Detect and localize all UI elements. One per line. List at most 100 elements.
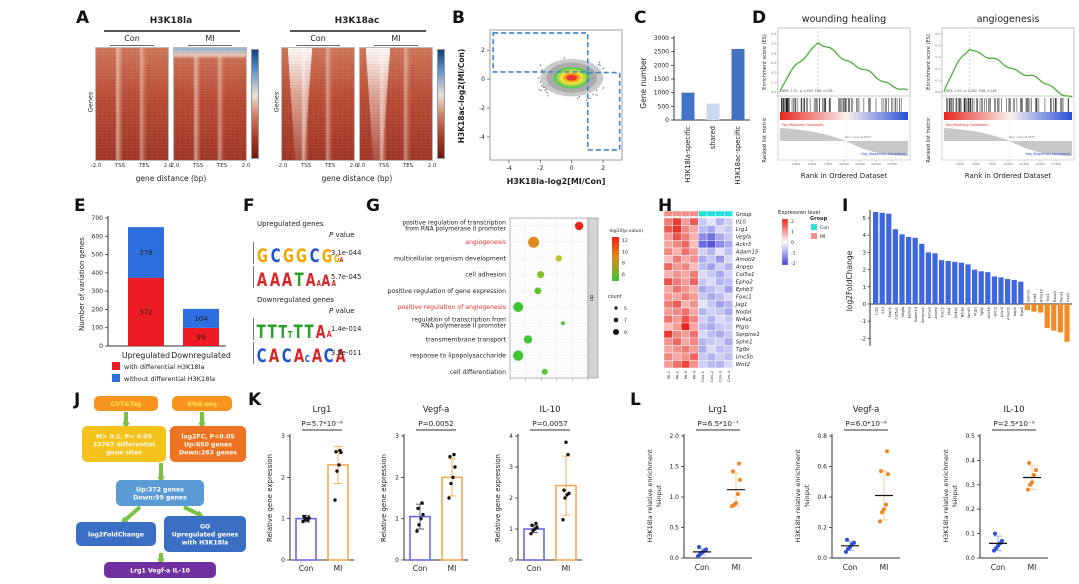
heatmap-cell (672, 322, 682, 331)
gene-tick-label: Serpine1 (921, 307, 925, 323)
heatmap-cell (663, 285, 673, 294)
go-dot (528, 236, 540, 248)
gene-tick-label: Ackr3 (1000, 307, 1004, 317)
title-underline (290, 30, 426, 32)
heatmap-cell (698, 307, 708, 316)
heatmap-cell (706, 337, 716, 346)
heatmap-cell (672, 330, 682, 339)
heatmap-cell (663, 330, 673, 339)
legend-color-tick: 6 (622, 272, 625, 278)
flow-box-label: gene sites (106, 449, 142, 456)
bar-without-differential (128, 227, 164, 278)
es-axis-label: Enrichment score (ES) (762, 34, 768, 90)
gene-tick-label: Jag1 (947, 307, 951, 316)
go-term-label: transmembrane transport (426, 336, 507, 343)
legend-expression-title: Expression level (778, 210, 820, 216)
mi-dot (880, 510, 884, 515)
heatmap-cell (681, 225, 691, 234)
x-category-label: Con (527, 564, 542, 573)
legend-label: with differential H3K18la (124, 363, 204, 371)
x-tick: TSS (378, 163, 390, 169)
fc-bar (1038, 304, 1044, 313)
legend-color-tick: 10 (622, 249, 628, 255)
gene-label: Nr4a1 (736, 317, 752, 323)
panel-letter-j: J (74, 390, 81, 410)
ranked-metric-area (1010, 141, 1072, 156)
fc-bar (879, 212, 885, 304)
expression-tick: -1 (791, 251, 796, 257)
con-dot (697, 545, 701, 550)
motif-letter: T (287, 329, 293, 341)
x-tick: TES (402, 163, 414, 169)
fc-bar (886, 213, 892, 304)
heatmap-cell (715, 232, 725, 241)
y-axis-label-2: %input (951, 484, 959, 507)
y-tick-label: 2.0 (669, 433, 679, 440)
heatmap-cell (672, 307, 682, 316)
data-point (596, 94, 598, 96)
gene-tick-label: Rgs5 (1020, 307, 1024, 316)
column-label: MI-1 (666, 370, 671, 379)
heatmap-cell (706, 307, 716, 316)
data-point (595, 89, 598, 91)
y-tick-label: 2 (863, 268, 867, 274)
rank-tick-label: 7,500 (988, 162, 996, 166)
heatmap-cell (663, 247, 673, 256)
heatmap-cell (663, 360, 673, 369)
data-dot (451, 475, 455, 480)
fc-bar (932, 253, 938, 304)
heatmap-cell (723, 292, 733, 301)
heatmap-cell (715, 240, 725, 249)
heatmap-cell (663, 217, 673, 226)
heatmap-cell (672, 292, 682, 301)
motif-letter: C (256, 344, 267, 367)
data-dot (333, 498, 337, 502)
data-point (578, 95, 581, 98)
heatmap-cell (723, 345, 733, 354)
motif-pvalue: 1.4e-014 (331, 325, 362, 333)
gsea-stats: NES: 1.91, p: 0.002, FDR: 0.036 (782, 89, 833, 93)
heatmap-cell (681, 360, 691, 369)
heatmap-cell (715, 315, 725, 324)
gsea-plots: wounding healing 0.0 0.1 0.2 0.3 0.4 0.5 0.6 NES… (762, 14, 1075, 180)
gene-label: Lrg1 (736, 227, 748, 233)
motif-letter: G (282, 244, 294, 267)
y-tick-label: 0.6 (817, 464, 827, 471)
legend-count-label: 7 (624, 318, 627, 324)
column-label: MI-3 (683, 370, 688, 379)
heatmap-cell (681, 307, 691, 316)
heatmap-cell (715, 337, 725, 346)
gene-tick-label: Unc5b (987, 306, 991, 318)
legend-color-title: -log10(p-value) (608, 228, 643, 234)
es-tick-label: 0.4 (935, 44, 940, 48)
gene-label: Sphk1 (736, 339, 753, 345)
category-label: H3K18la-specific (684, 126, 692, 183)
x-category-label: MI (334, 564, 343, 573)
fc-bar (873, 211, 879, 304)
x-category-label: Con (413, 564, 428, 573)
x-tick: TES (138, 163, 150, 169)
motif-section-title: Downregulated genes (257, 296, 334, 304)
column-label: Con (124, 34, 140, 43)
fc-bar (965, 264, 971, 304)
heatmap-cell (723, 255, 733, 264)
go-term-label: positive regulation of transcription (402, 220, 506, 227)
gene-label: Nodal (736, 309, 752, 315)
x-axis-label: H3K18la-log2[MI/Con] (507, 177, 606, 186)
data-dot (534, 521, 538, 526)
go-dot (513, 302, 524, 312)
heatmap-cell (706, 255, 716, 264)
gene-tick-label: Col5a1 (894, 307, 898, 319)
heatmap-cell (689, 307, 699, 316)
x-tick: TES (216, 163, 228, 169)
expression-tick: -2 (791, 261, 796, 267)
panel-letter-h: H (658, 196, 673, 216)
legend-swatch (112, 374, 120, 382)
data-point (541, 85, 543, 87)
p-value: P=6.5*10⁻⁷ (697, 419, 738, 428)
x-tick: -2.0 (90, 163, 102, 169)
motif-letter: T (267, 320, 277, 343)
ranked-metric-area (944, 128, 1010, 141)
heatmap-cell (698, 255, 708, 264)
motif-letter: A (315, 321, 326, 343)
